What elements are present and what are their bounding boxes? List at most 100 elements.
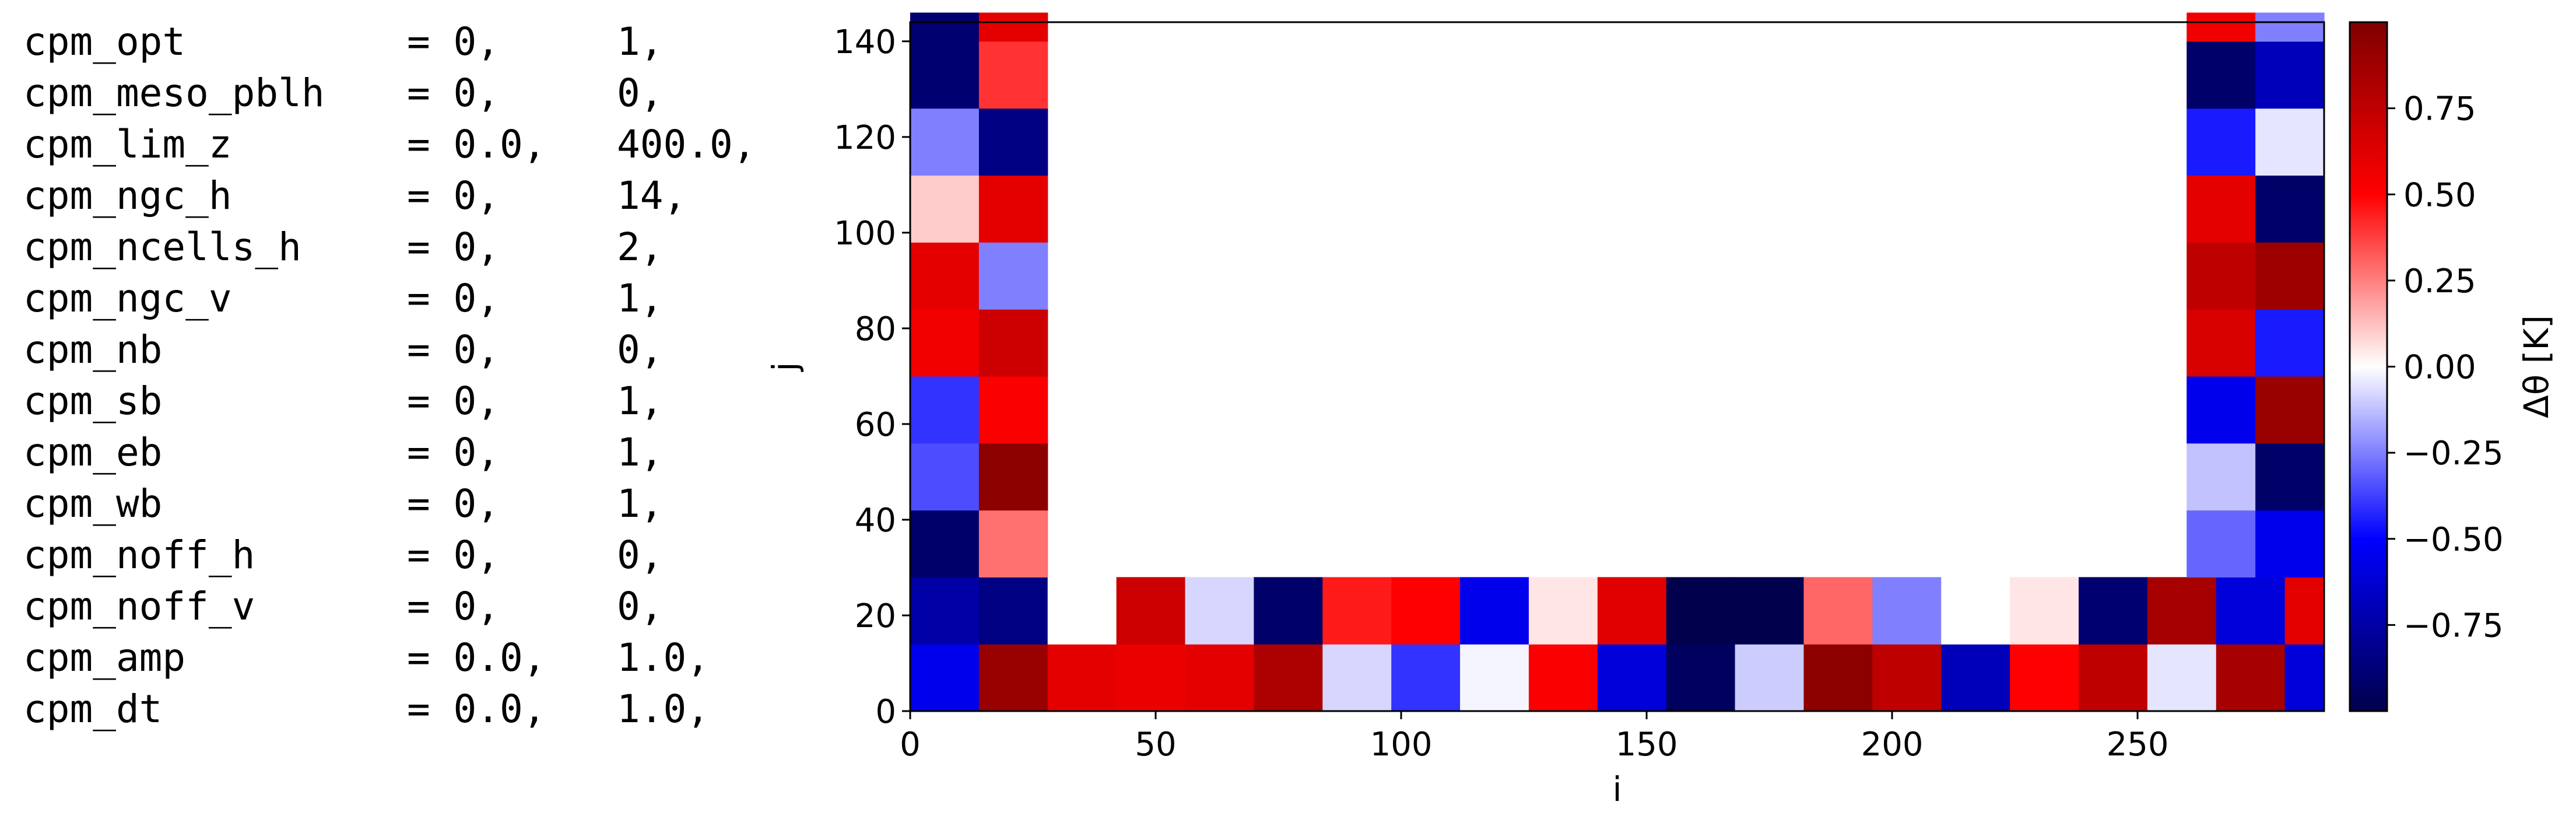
heatmap-cell xyxy=(978,309,1048,377)
heatmap-cell xyxy=(1460,644,1529,712)
heatmap-cell xyxy=(2147,644,2217,712)
heatmap-cell xyxy=(2078,577,2148,645)
heatmap-cell xyxy=(910,175,980,243)
heatmap-cell xyxy=(1185,577,1255,645)
heatmap-cell xyxy=(2255,12,2325,42)
heatmap-cell xyxy=(910,309,980,377)
heatmap-cell xyxy=(2255,242,2325,310)
heatmap-cell xyxy=(2187,510,2256,578)
heatmap-cell xyxy=(1254,644,1323,712)
plot-frame xyxy=(909,21,2325,712)
heatmap-cell xyxy=(1047,644,1117,712)
namelist-key: cpm_amp xyxy=(23,635,186,680)
namelist-eq: = 0, xyxy=(407,533,500,578)
heatmap-cell xyxy=(2187,12,2256,42)
heatmap-cell xyxy=(2078,644,2148,712)
heatmap-cell xyxy=(910,376,980,444)
namelist-v2: 2, xyxy=(617,225,664,270)
heatmap-cell xyxy=(1941,644,2010,712)
colorbar-tick-label: 0.75 xyxy=(2403,90,2476,128)
heatmap-cell xyxy=(2255,376,2325,444)
heatmap-cell xyxy=(910,108,980,176)
x-tick-label: 250 xyxy=(2107,726,2169,764)
namelist-key: cpm_opt xyxy=(23,19,186,64)
namelist-eq: = 0.0, xyxy=(407,122,546,167)
x-tick-label: 50 xyxy=(1135,726,1176,764)
namelist-eq: = 0, xyxy=(407,327,500,372)
x-tick-label: 100 xyxy=(1370,726,1433,764)
colorbar-tick-label: 0.00 xyxy=(2403,349,2476,387)
heatmap-cell xyxy=(2255,108,2325,176)
colorbar-ticks: −0.75 −0.50 −0.25 0.00 0.25 0.50 0.75 xyxy=(2387,90,2504,645)
heatmap-cell xyxy=(910,577,980,645)
namelist-v2: 0, xyxy=(617,584,664,629)
heatmap-cell xyxy=(910,41,980,109)
namelist-eq: = 0, xyxy=(407,173,500,218)
heatmap-cell xyxy=(1185,644,1255,712)
heatmap-cell xyxy=(978,108,1048,176)
heatmap-cell xyxy=(978,41,1048,109)
namelist-v2: 0, xyxy=(617,327,664,372)
namelist-key: cpm_noff_h xyxy=(23,533,255,578)
heatmap-cell xyxy=(2187,108,2256,176)
x-tick-label: 200 xyxy=(1861,726,1924,764)
heatmap-cells xyxy=(910,12,2325,712)
y-tick-label: 0 xyxy=(875,693,896,731)
heatmap-cell xyxy=(978,376,1048,444)
heatmap-cell xyxy=(978,175,1048,243)
heatmap-cell xyxy=(2255,41,2325,109)
heatmap-cell xyxy=(910,443,980,511)
heatmap-cell xyxy=(910,242,980,310)
namelist-eq: = 0.0, xyxy=(407,635,546,680)
heatmap-cell xyxy=(1391,644,1461,712)
colorbar-tick-label: −0.75 xyxy=(2403,607,2504,645)
namelist-eq: = 0, xyxy=(407,276,500,321)
namelist-v2: 0, xyxy=(617,533,664,578)
heatmap-cell xyxy=(2255,309,2325,377)
namelist-key: cpm_nb xyxy=(23,327,163,372)
y-tick-label: 140 xyxy=(834,23,896,61)
namelist-key: cpm_ngc_h xyxy=(23,173,232,218)
namelist-eq: = 0, xyxy=(407,584,500,629)
namelist-v2: 1.0, xyxy=(617,635,710,680)
heatmap-cell xyxy=(2216,577,2286,645)
heatmap-cell xyxy=(1597,644,1667,712)
y-tick-label: 20 xyxy=(855,597,896,635)
namelist-v2: 0, xyxy=(617,71,664,116)
x-tick-label: 0 xyxy=(900,726,921,764)
heatmap-cell xyxy=(1872,577,1942,645)
heatmap-cell xyxy=(2284,644,2325,712)
y-tick-label: 100 xyxy=(834,215,896,253)
heatmap-cell xyxy=(2010,644,2079,712)
heatmap-cell xyxy=(1803,644,1873,712)
namelist-key: cpm_lim_z xyxy=(23,122,232,167)
namelist-key: cpm_ngc_v xyxy=(23,276,232,321)
y-tick-label: 120 xyxy=(834,119,896,157)
y-tick-label: 80 xyxy=(855,310,896,348)
namelist-v2: 1.0, xyxy=(617,687,710,732)
heatmap-cell xyxy=(2187,242,2256,310)
colorbar-tick-label: 0.50 xyxy=(2403,176,2476,214)
heatmap-cell xyxy=(1528,577,1598,645)
heatmap-cell xyxy=(910,644,980,712)
heatmap-cell xyxy=(2010,577,2079,645)
namelist-eq: = 0, xyxy=(407,225,500,270)
namelist-eq: = 0, xyxy=(407,430,500,475)
heatmap-cell xyxy=(1872,644,1942,712)
namelist-eq: = 0, xyxy=(407,481,500,526)
heatmap-cell xyxy=(1597,577,1667,645)
heatmap-cell xyxy=(978,443,1048,511)
namelist-key: cpm_dt xyxy=(23,687,163,732)
heatmap-cell xyxy=(2216,644,2286,712)
heatmap-cell xyxy=(1735,644,1805,712)
colorbar-tick-label: −0.50 xyxy=(2403,521,2504,559)
colorbar-label: Δθ [K] xyxy=(2517,315,2556,418)
y-axis-label: j xyxy=(765,362,805,372)
heatmap-cell xyxy=(1666,577,1736,645)
heatmap-cell xyxy=(2147,577,2217,645)
y-tick-label: 60 xyxy=(855,406,896,444)
heatmap-cell xyxy=(1116,644,1186,712)
y-axis-ticks: 0 20 40 60 80 100 120 140 xyxy=(834,23,910,731)
heatmap-interior xyxy=(1047,22,2187,578)
